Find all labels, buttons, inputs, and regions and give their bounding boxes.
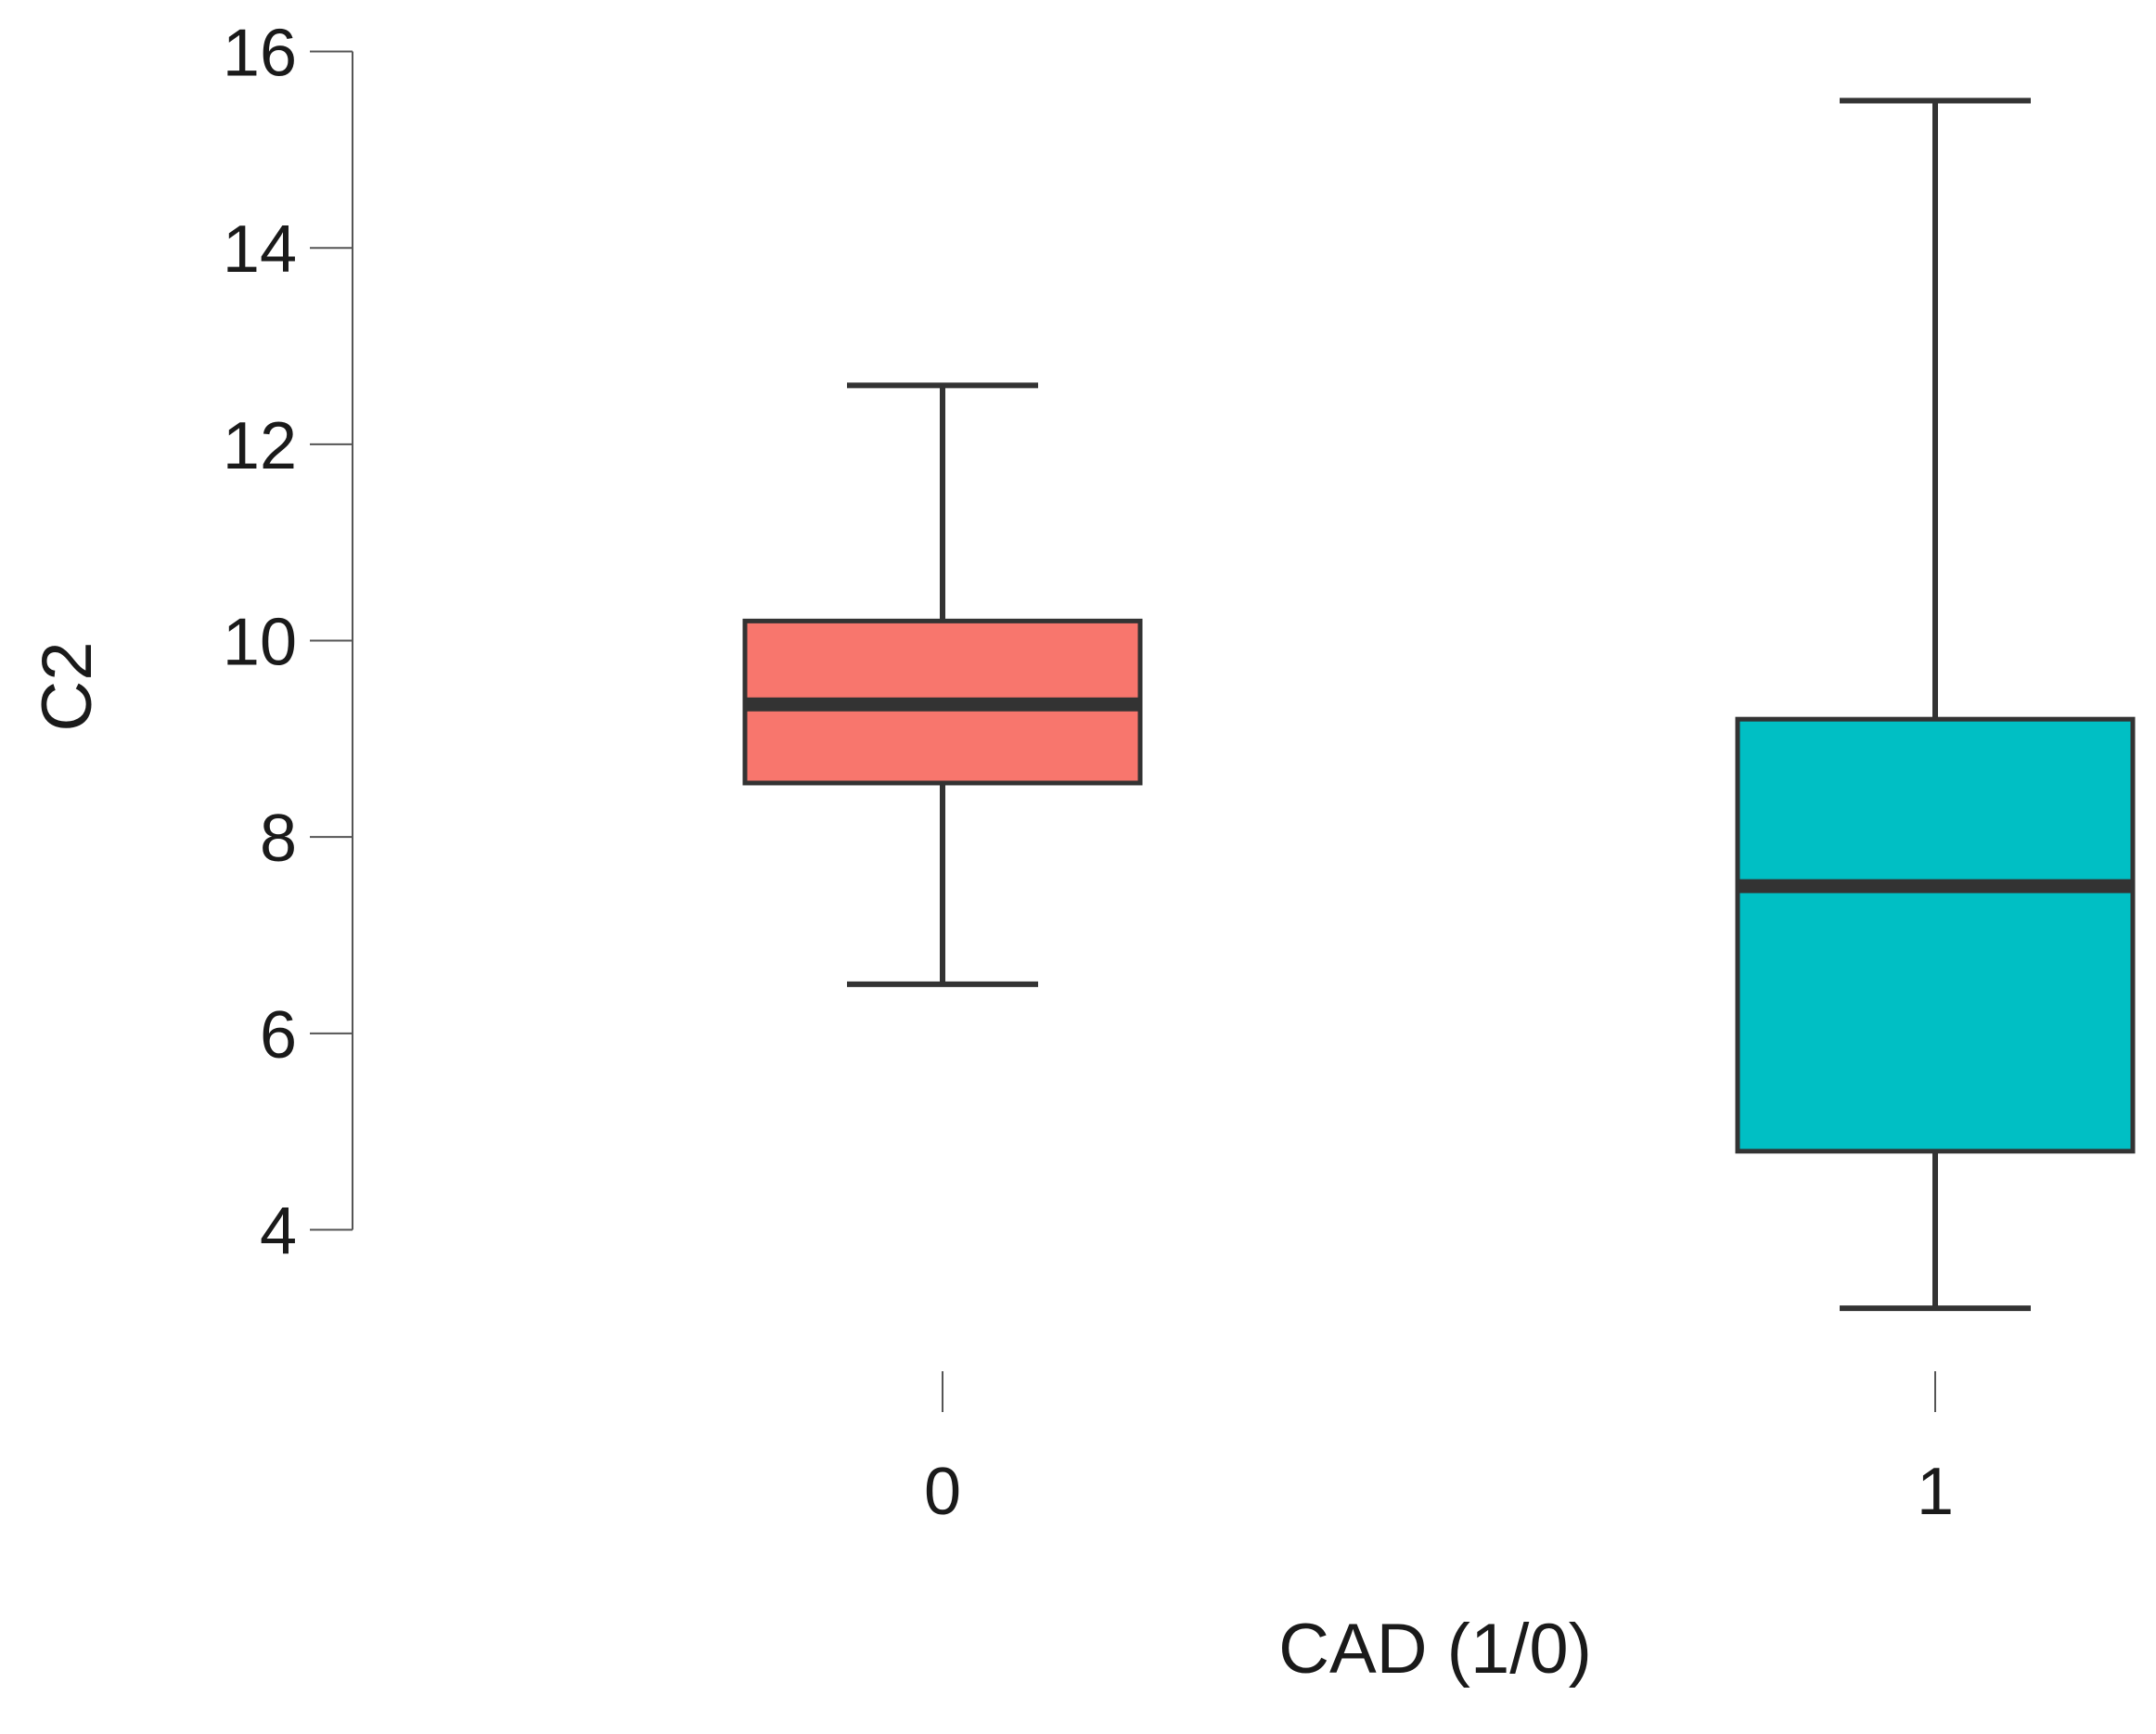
y-tick-label: 10 [223, 606, 297, 680]
y-tick-label: 8 [260, 802, 297, 876]
x-tick-label: 0 [924, 1455, 961, 1529]
y-axis-title: C2 [28, 641, 107, 731]
y-axis: 4 6 8 10 12 14 16 [223, 17, 353, 1269]
iqr-box [1735, 716, 2136, 1154]
y-tick-label: 6 [260, 998, 297, 1073]
y-tick-label: 14 [223, 212, 297, 287]
box-group-0 [742, 382, 1143, 987]
y-tick-label: 16 [223, 17, 297, 91]
y-tick-label: 4 [260, 1195, 297, 1269]
box-group-1 [1735, 97, 2136, 1312]
y-tick-label: 12 [223, 409, 297, 483]
x-tick-label: 1 [1917, 1455, 1954, 1529]
x-axis-title: CAD (1/0) [1278, 1610, 1592, 1689]
boxes [742, 97, 2136, 1312]
